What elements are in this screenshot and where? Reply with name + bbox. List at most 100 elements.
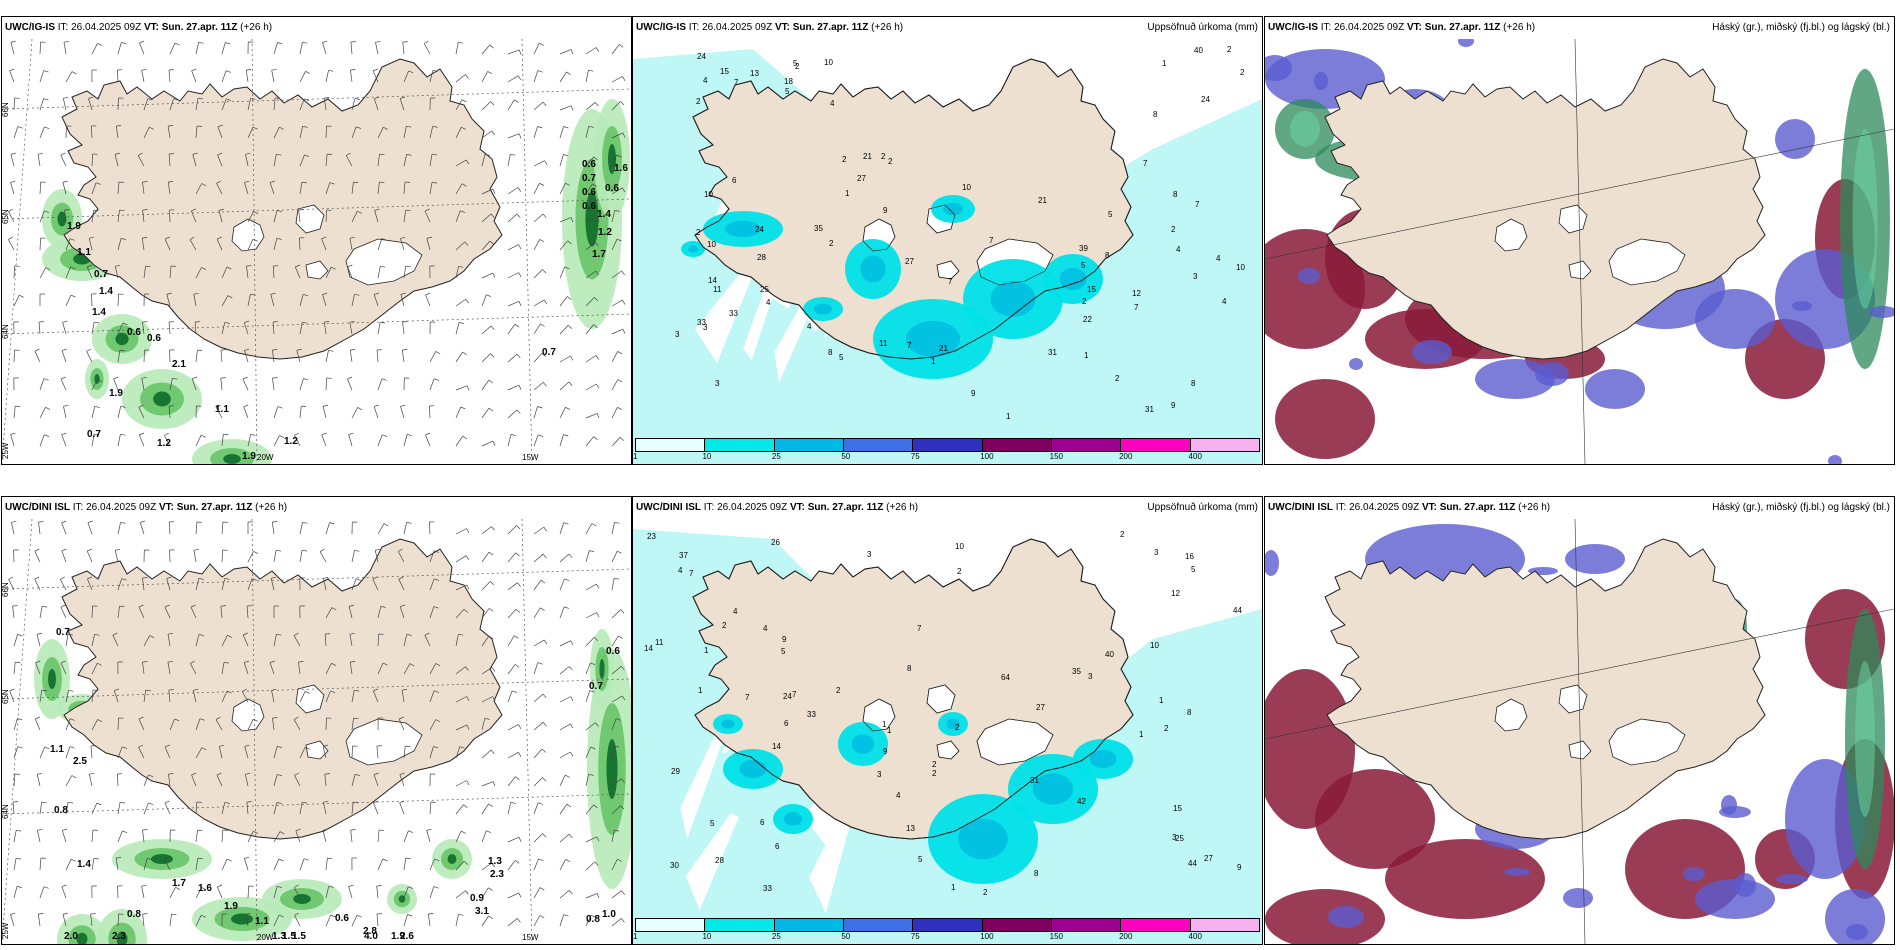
glacier-outline — [936, 260, 960, 280]
wind-barb — [169, 718, 175, 731]
wind-barb — [429, 746, 434, 759]
precip-value: 27 — [905, 257, 914, 266]
wind-barb — [594, 241, 599, 247]
wind-barb — [559, 553, 570, 563]
coordinate-label: 20W — [257, 933, 274, 942]
coordinate-label: 66N — [2, 582, 10, 597]
wind-barb — [276, 237, 282, 240]
wind-barb — [614, 829, 620, 832]
wind-barb — [348, 886, 353, 899]
wind-barb — [593, 804, 598, 809]
wind-barb — [351, 718, 354, 731]
map-canvas: 7542332121539758612222915332726123111123… — [633, 519, 1262, 944]
wind-barb — [167, 634, 171, 647]
wind-barb — [44, 434, 50, 437]
wind-barb — [595, 722, 599, 727]
wind-barb — [585, 550, 590, 563]
wind-barb — [13, 265, 16, 279]
wind-barb — [568, 381, 573, 386]
wind-barb — [121, 238, 126, 241]
wind-barb — [13, 830, 17, 843]
panel-header: UWC/IG-IS IT: 26.04.2025 09Z VT: Sun. 27… — [2, 17, 631, 39]
legend-color-segment — [705, 439, 775, 451]
precip-value: 7 — [1134, 303, 1139, 312]
wind-barb — [163, 435, 171, 447]
wind-barb — [216, 886, 223, 899]
wind-barb — [62, 98, 67, 111]
wind-barb — [272, 718, 275, 731]
wind-barb — [491, 667, 496, 672]
precip-value: 10 — [704, 190, 713, 199]
wind-barb — [43, 886, 49, 889]
wind-barb — [13, 295, 20, 307]
wind-barb — [245, 912, 251, 915]
wind-barb — [403, 210, 407, 223]
precip-value: 7 — [689, 569, 694, 578]
wind-barb — [226, 690, 232, 694]
wind-barb — [142, 661, 148, 663]
vt-label: VT: — [143, 22, 159, 33]
wind-barb — [351, 294, 355, 307]
wind-barb — [272, 349, 278, 351]
wind-barb — [611, 76, 623, 83]
precip-value: 4 — [896, 791, 901, 800]
wind-barb — [331, 607, 337, 611]
wind-barb — [542, 269, 547, 274]
wind-barb — [455, 42, 459, 55]
wind-barb — [377, 322, 381, 335]
wind-barb — [116, 857, 122, 859]
wind-barb — [117, 522, 121, 535]
wind-barb — [533, 101, 544, 111]
wind-barb — [117, 578, 123, 591]
wind-barb — [380, 605, 386, 608]
wind-barb — [121, 42, 127, 45]
wind-barb — [305, 746, 310, 750]
initial-time: 26.04.2025 09Z — [1334, 22, 1405, 33]
precip-value: 39 — [1079, 244, 1088, 253]
precip-value: 14 — [708, 276, 717, 285]
wind-barb — [426, 238, 431, 251]
wind-barb — [402, 322, 405, 335]
wind-barb — [374, 210, 379, 223]
wind-barb — [142, 321, 148, 323]
wind-barb — [357, 407, 363, 411]
precip-value: 2 — [881, 152, 886, 161]
wind-barb — [492, 188, 496, 194]
wind-barb — [164, 432, 169, 436]
wind-barb — [533, 693, 544, 703]
wind-barb — [138, 716, 144, 720]
wind-value: 2.6 — [400, 931, 414, 942]
wind-barb — [61, 548, 67, 552]
map: 5 4 3 2 2 2 3 2 1 2 2 4 8 11 7 7 7 2 4 2 1 1 3 18 15 10 5 5 9 31 27 2 2 7… — [633, 39, 1262, 464]
wind-barb — [272, 265, 275, 279]
wind-barb — [435, 663, 441, 667]
wind-barb — [622, 187, 626, 193]
precip-value: 5 — [710, 819, 715, 828]
precip-value: 10 — [707, 240, 716, 249]
wind-barb — [429, 578, 435, 591]
wind-barb — [272, 350, 275, 363]
mid-cloud — [1563, 888, 1593, 908]
precip-value: 5 — [793, 59, 798, 68]
wind-barb — [345, 155, 353, 167]
wind-barb — [488, 887, 493, 891]
wind-barb — [481, 667, 493, 675]
wind-barb — [195, 830, 198, 843]
wind-barb — [490, 325, 495, 330]
wind-barb — [221, 521, 224, 535]
wind-barb — [220, 349, 223, 363]
wind-barb — [507, 384, 520, 391]
wind-barb — [323, 744, 328, 747]
wind-barb — [62, 322, 67, 335]
wind-barb — [246, 605, 249, 619]
wind-barb — [433, 378, 439, 381]
wind-barb — [585, 637, 595, 647]
wind-barb — [120, 521, 126, 524]
wind-barb — [221, 266, 228, 279]
wind-barb — [433, 550, 439, 553]
wind-barb — [65, 775, 73, 787]
legend-tick: 10 — [702, 932, 712, 941]
glacier-outline — [976, 718, 1054, 766]
wind-barb — [273, 746, 278, 759]
wind-barb — [351, 126, 357, 139]
